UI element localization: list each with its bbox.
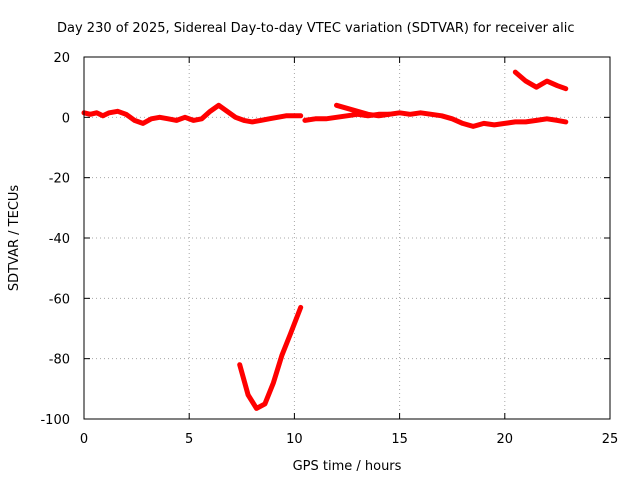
x-tick-label: 25 xyxy=(602,432,619,447)
y-axis-label: SDTVAR / TECUs xyxy=(7,185,22,292)
tick-labels: 0 5 10 15 20 25 20 0 -20 -40 -60 -80 -100 xyxy=(40,51,618,447)
series-line-4 xyxy=(334,102,392,119)
x-tick-label: 10 xyxy=(286,432,303,447)
y-tick-label: -40 xyxy=(49,232,70,247)
ticks xyxy=(83,56,611,420)
series-line-1 xyxy=(81,102,304,126)
series-line-5 xyxy=(512,69,569,92)
x-tick-label: 20 xyxy=(497,432,514,447)
series-line-2 xyxy=(237,304,304,411)
chart-title: Day 230 of 2025, Sidereal Day-to-day VTE… xyxy=(57,21,574,36)
x-axis-label: GPS time / hours xyxy=(293,459,402,474)
series-line-3 xyxy=(302,110,569,129)
x-tick-label: 0 xyxy=(80,432,88,447)
y-tick-label: -80 xyxy=(49,353,70,368)
y-tick-label: -20 xyxy=(49,172,70,187)
y-tick-label: -60 xyxy=(49,292,70,307)
y-tick-label: 20 xyxy=(53,51,70,66)
series-group xyxy=(81,69,569,411)
plot-frame xyxy=(83,56,611,420)
grid xyxy=(84,57,610,419)
x-tick-label: 5 xyxy=(185,432,193,447)
y-tick-label: -100 xyxy=(40,413,70,428)
y-tick-label: 0 xyxy=(62,111,70,126)
x-tick-label: 15 xyxy=(391,432,408,447)
